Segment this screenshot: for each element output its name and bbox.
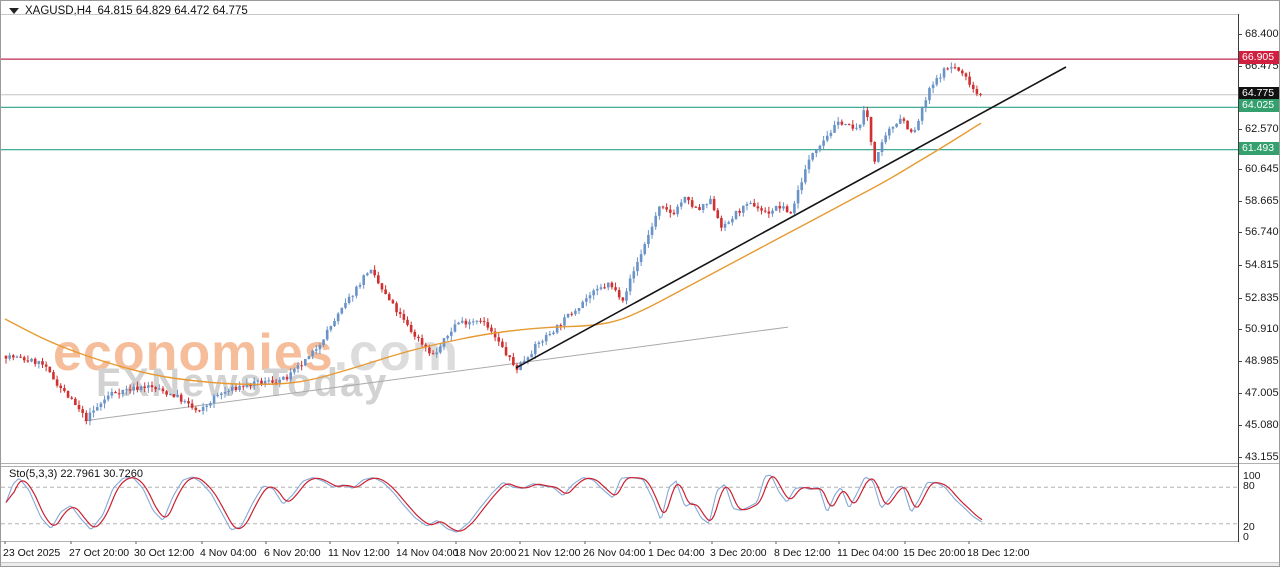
candles-down (4, 63, 982, 425)
support-level-price-label: 61.493 (1239, 142, 1279, 155)
price-tick-label: 50.910 (1245, 323, 1279, 335)
time-axis-label: 11 Dec 04:00 (837, 547, 899, 559)
sto-scale-label: 100 (1243, 470, 1261, 482)
sto-scale-label: 20 (1243, 521, 1255, 533)
price-tick-mark (1238, 232, 1242, 233)
moving-average-line[interactable] (4, 122, 982, 386)
price-tick-label: 68.400 (1245, 28, 1279, 40)
price-tick-mark (1238, 393, 1242, 394)
sto-scale-label: 0 (1243, 531, 1249, 543)
time-axis-label: 14 Nov 04:00 (396, 547, 459, 559)
price-tick-label: 48.985 (1245, 355, 1279, 367)
price-tick-label: 54.815 (1245, 259, 1279, 271)
price-tick-mark (1238, 298, 1242, 299)
price-tick-mark (1238, 361, 1242, 362)
time-axis-label: 18 Nov 20:00 (454, 547, 517, 559)
time-axis-label: 4 Nov 04:00 (200, 547, 257, 559)
candles-up (8, 62, 953, 426)
time-axis-label: 1 Dec 04:00 (648, 547, 705, 559)
price-axis[interactable]: 68.400 66.475 62.570 60.645 58.665 56.740 54.8… (1238, 1, 1279, 566)
price-tick-label: 60.645 (1245, 163, 1279, 175)
time-axis-label: 26 Nov 04:00 (583, 547, 646, 559)
price-tick-mark (1238, 201, 1242, 202)
price-tick-mark (1238, 265, 1242, 266)
price-tick-label: 47.005 (1245, 387, 1279, 399)
price-tick-mark (1238, 425, 1242, 426)
price-tick-mark (1238, 129, 1242, 130)
price-tick-label: 62.570 (1245, 123, 1279, 135)
current-price-price-label: 64.775 (1239, 87, 1279, 100)
trendline-gray[interactable] (83, 326, 789, 422)
resistance-level-price-label: 66.905 (1239, 51, 1279, 64)
price-tick-mark (1238, 34, 1242, 35)
stochastic-label: Sto(5,3,3) 22.7961 30.7260 (9, 468, 143, 480)
price-tick-mark (1238, 169, 1242, 170)
time-axis-label: 30 Oct 12:00 (134, 547, 195, 559)
time-axis-label: 27 Oct 20:00 (69, 547, 130, 559)
time-axis-label: 6 Nov 20:00 (264, 547, 321, 559)
support-level-price-label: 64.025 (1239, 99, 1279, 112)
time-axis-label: 15 Dec 20:00 (903, 547, 966, 559)
sto-scale-label: 80 (1243, 480, 1255, 492)
price-tick-label: 45.080 (1245, 419, 1279, 431)
chart-dropdown-icon[interactable] (9, 8, 19, 14)
watermark-brand: economies.com (53, 323, 459, 383)
time-axis-label: 21 Nov 12:00 (518, 547, 581, 559)
price-tick-label: 52.835 (1245, 292, 1279, 304)
main-chart-canvas[interactable] (1, 14, 1238, 463)
axis-border (1238, 14, 1239, 542)
watermark-economies: economies (53, 324, 334, 382)
price-tick-label: 43.155 (1245, 451, 1279, 463)
price-tick-label: 58.665 (1245, 195, 1279, 207)
window-bottom-strip (1, 562, 1279, 566)
pane-separator[interactable] (1, 463, 1279, 464)
time-axis-label: 8 Dec 12:00 (774, 547, 831, 559)
time-axis-label: 18 Dec 12:00 (967, 547, 1030, 559)
price-tick-mark (1238, 329, 1242, 330)
time-axis-label: 3 Dec 20:00 (710, 547, 767, 559)
time-axis-label: 11 Nov 12:00 (328, 547, 390, 559)
price-tick-mark (1238, 66, 1242, 67)
time-axis[interactable]: 23 Oct 2025 27 Oct 20:00 30 Oct 12:00 4 Nov… (1, 545, 1238, 561)
time-axis-label: 23 Oct 2025 (3, 547, 61, 559)
trendline-black[interactable] (515, 66, 1067, 369)
pane-top-border (1, 14, 1238, 15)
sto-d-line (5, 476, 983, 532)
stochastic-canvas[interactable] (1, 466, 1238, 544)
sto-k-line (5, 474, 983, 533)
price-tick-label: 56.740 (1245, 226, 1279, 238)
price-tick-mark (1238, 457, 1242, 458)
